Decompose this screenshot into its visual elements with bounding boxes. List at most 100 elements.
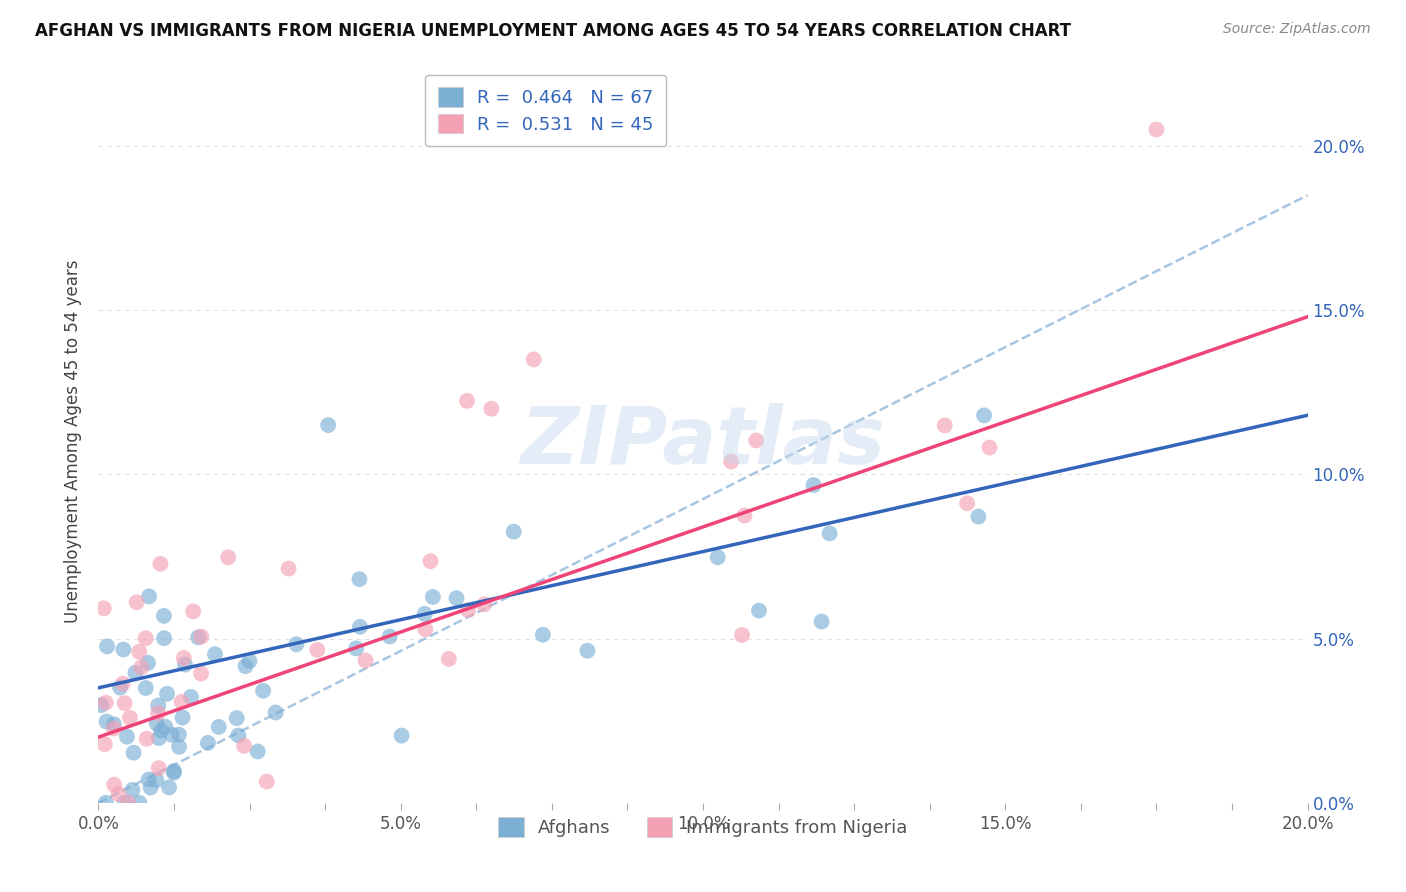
Point bbox=[956, 496, 979, 510]
Point bbox=[238, 654, 260, 668]
Point bbox=[114, 696, 136, 710]
Point bbox=[107, 787, 129, 801]
Point bbox=[157, 780, 180, 795]
Point bbox=[94, 696, 117, 710]
Point bbox=[148, 731, 170, 746]
Point bbox=[93, 601, 115, 615]
Point bbox=[150, 723, 173, 738]
Text: Source: ZipAtlas.com: Source: ZipAtlas.com bbox=[1223, 22, 1371, 37]
Point bbox=[419, 554, 441, 568]
Point bbox=[145, 772, 167, 787]
Point bbox=[135, 681, 157, 695]
Point bbox=[146, 706, 169, 721]
Point bbox=[233, 739, 256, 753]
Point bbox=[354, 653, 377, 667]
Point bbox=[173, 651, 195, 665]
Point bbox=[181, 604, 204, 618]
Point bbox=[135, 631, 157, 645]
Point bbox=[415, 622, 437, 636]
Point bbox=[187, 631, 209, 645]
Point bbox=[138, 590, 160, 604]
Point bbox=[190, 666, 212, 681]
Point bbox=[108, 681, 131, 695]
Point bbox=[149, 557, 172, 571]
Point bbox=[128, 796, 150, 810]
Point bbox=[818, 526, 841, 541]
Point bbox=[748, 604, 770, 618]
Point bbox=[170, 695, 193, 709]
Point bbox=[115, 730, 138, 744]
Point bbox=[316, 418, 339, 433]
Point bbox=[349, 572, 371, 586]
Point bbox=[146, 698, 169, 713]
Point bbox=[446, 591, 468, 606]
Point bbox=[285, 637, 308, 651]
Point bbox=[349, 620, 371, 634]
Point bbox=[246, 744, 269, 758]
Point bbox=[226, 728, 249, 742]
Point bbox=[235, 659, 257, 673]
Point bbox=[117, 796, 139, 810]
Point bbox=[344, 641, 367, 656]
Point bbox=[167, 728, 190, 742]
Point bbox=[139, 780, 162, 795]
Point bbox=[979, 441, 1001, 455]
Point bbox=[720, 454, 742, 468]
Point bbox=[167, 739, 190, 754]
Point bbox=[111, 676, 134, 690]
Point bbox=[124, 665, 146, 680]
Point bbox=[135, 731, 157, 746]
Point bbox=[934, 418, 956, 433]
Point bbox=[457, 603, 479, 617]
Point bbox=[576, 643, 599, 657]
Point bbox=[145, 716, 167, 731]
Point bbox=[523, 352, 546, 367]
Point bbox=[307, 643, 329, 657]
Point bbox=[217, 550, 239, 565]
Y-axis label: Unemployment Among Ages 45 to 54 years: Unemployment Among Ages 45 to 54 years bbox=[65, 260, 83, 624]
Point bbox=[103, 778, 125, 792]
Point bbox=[264, 706, 287, 720]
Point bbox=[531, 628, 554, 642]
Point bbox=[803, 478, 825, 492]
Point bbox=[481, 401, 503, 416]
Point bbox=[129, 660, 152, 674]
Point bbox=[128, 645, 150, 659]
Point bbox=[94, 737, 117, 751]
Point bbox=[973, 409, 995, 423]
Point bbox=[148, 761, 170, 775]
Point bbox=[160, 728, 183, 742]
Point bbox=[706, 550, 728, 565]
Point bbox=[734, 508, 756, 523]
Point bbox=[378, 630, 401, 644]
Point bbox=[122, 746, 145, 760]
Point bbox=[422, 590, 444, 604]
Point bbox=[810, 615, 832, 629]
Point bbox=[256, 774, 278, 789]
Point bbox=[174, 657, 197, 672]
Point bbox=[153, 608, 176, 623]
Point bbox=[96, 714, 118, 729]
Point bbox=[456, 393, 478, 408]
Point bbox=[172, 710, 194, 724]
Point bbox=[277, 561, 299, 575]
Point bbox=[208, 720, 231, 734]
Point bbox=[156, 687, 179, 701]
Point bbox=[190, 630, 212, 644]
Point bbox=[125, 595, 148, 609]
Point bbox=[114, 796, 136, 810]
Point bbox=[118, 711, 141, 725]
Point bbox=[155, 720, 177, 734]
Point bbox=[121, 783, 143, 797]
Point bbox=[1144, 122, 1167, 136]
Point bbox=[94, 796, 117, 810]
Point bbox=[437, 652, 460, 666]
Point bbox=[204, 647, 226, 661]
Point bbox=[472, 598, 495, 612]
Point bbox=[745, 434, 768, 448]
Point bbox=[138, 772, 160, 787]
Point bbox=[197, 736, 219, 750]
Point bbox=[96, 640, 118, 654]
Point bbox=[180, 690, 202, 704]
Point bbox=[153, 631, 176, 645]
